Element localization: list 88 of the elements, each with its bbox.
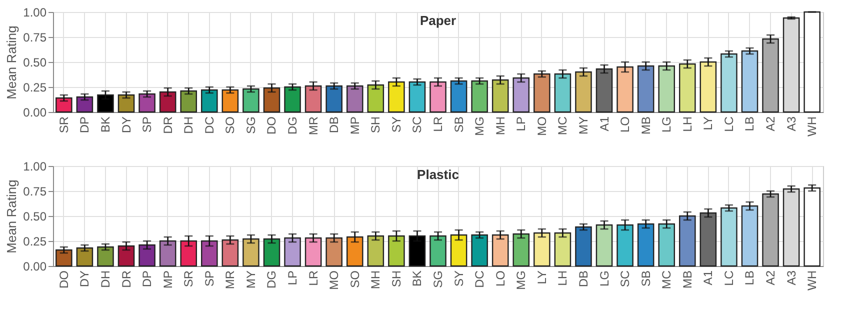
x-tick-label: LP — [286, 270, 300, 286]
x-tick-label: SY — [389, 116, 404, 133]
y-tick-label: 0.00 — [23, 106, 47, 120]
x-tick-label: MO — [327, 270, 342, 290]
y-tick-label: 0.00 — [23, 260, 47, 274]
x-tick-label: SR — [182, 270, 196, 288]
x-tick-label: MP — [160, 270, 175, 288]
x-tick-label: SH — [389, 270, 404, 288]
x-tick-label: MC — [556, 116, 570, 136]
x-tick-label: A1 — [701, 270, 716, 286]
x-tick-label: MB — [638, 116, 653, 134]
y-tick-label: 0.75 — [23, 30, 47, 44]
x-tick-label: LH — [680, 116, 694, 132]
x-tick-label: DP — [140, 270, 154, 288]
x-tick-label: DH — [98, 270, 112, 288]
x-tick-label: DH — [182, 116, 196, 134]
x-tick-label: MB — [680, 270, 694, 288]
x-tick-label: SB — [638, 270, 653, 287]
x-tick-label: DB — [576, 270, 590, 288]
y-tick-label: 0.75 — [23, 184, 47, 198]
x-tick-label: DR — [119, 270, 134, 288]
x-tick-label: MG — [514, 270, 528, 290]
chart-title: Paper — [420, 13, 456, 28]
x-tick-label: DO — [56, 270, 71, 288]
x-tick-label: DB — [327, 116, 342, 134]
x-tick-label: DY — [78, 270, 92, 288]
x-tick-label: SR — [56, 116, 71, 134]
x-tick-label: SG — [431, 270, 445, 288]
x-tick-label: SP — [202, 270, 216, 287]
x-tick-label: DC — [472, 270, 487, 288]
x-tick-label: LG — [660, 116, 674, 133]
x-tick-label: LP — [514, 116, 528, 132]
x-tick-label: WH — [805, 116, 820, 136]
x-tick-label: SG — [244, 116, 258, 134]
x-tick-label: MH — [493, 116, 508, 136]
x-tick-label: LY — [534, 270, 549, 284]
x-tick-label: A3 — [784, 270, 798, 286]
chart-title: Plastic — [417, 167, 459, 182]
x-tick-label: LH — [556, 270, 570, 286]
y-axis-title: Mean Rating — [4, 180, 20, 254]
y-tick-label: 0.25 — [23, 234, 47, 248]
x-tick-label: MY — [576, 116, 590, 134]
x-tick-label: SY — [452, 270, 466, 287]
x-tick-label: SO — [348, 270, 362, 288]
x-tick-label: LO — [618, 116, 632, 133]
x-tick-label: SO — [223, 116, 238, 134]
x-tick-label: LO — [493, 270, 508, 287]
x-tick-label: MY — [244, 270, 258, 288]
x-tick-label: DC — [202, 116, 216, 134]
x-tick-label: LC — [722, 116, 736, 132]
x-tick-label: SB — [452, 116, 466, 133]
x-tick-label: A1 — [597, 116, 612, 132]
x-tick-label: MR — [223, 270, 238, 290]
x-tick-label: DO — [264, 116, 279, 134]
x-tick-label: LG — [597, 270, 612, 287]
x-tick-label: SC — [410, 116, 424, 134]
x-tick-label: SC — [618, 270, 632, 288]
x-tick-label: BK — [98, 116, 112, 133]
y-tick-label: 0.25 — [23, 80, 47, 94]
y-tick-label: 0.50 — [23, 56, 47, 70]
x-tick-label: DY — [119, 116, 134, 134]
x-tick-label: MG — [472, 116, 487, 136]
x-tick-label: DG — [286, 116, 300, 134]
x-tick-label: MP — [348, 116, 362, 134]
x-tick-label: MR — [306, 116, 320, 136]
x-tick-label: WH — [805, 270, 820, 290]
x-tick-label: MO — [534, 116, 549, 136]
x-tick-label: LR — [306, 270, 320, 286]
x-tick-label: A3 — [784, 116, 798, 132]
x-tick-label: A2 — [764, 116, 778, 132]
x-tick-label: SH — [368, 116, 383, 134]
x-tick-label: LY — [701, 116, 716, 130]
x-tick-label: LB — [742, 116, 757, 132]
y-tick-label: 1.00 — [23, 160, 47, 174]
x-tick-label: MC — [660, 270, 674, 290]
x-tick-label: DR — [160, 116, 175, 134]
x-tick-label: LB — [742, 270, 757, 286]
y-tick-label: 1.00 — [23, 6, 47, 20]
y-axis-title: Mean Rating — [4, 26, 20, 100]
x-tick-label: DP — [78, 116, 92, 134]
x-tick-label: A2 — [764, 270, 778, 286]
x-tick-label: SP — [140, 116, 154, 133]
x-tick-label: MH — [368, 270, 383, 290]
x-tick-label: LR — [431, 116, 445, 132]
x-tick-label: BK — [410, 270, 424, 287]
y-tick-label: 0.50 — [23, 210, 47, 224]
x-tick-label: DG — [264, 270, 279, 288]
x-tick-label: LC — [722, 270, 736, 286]
